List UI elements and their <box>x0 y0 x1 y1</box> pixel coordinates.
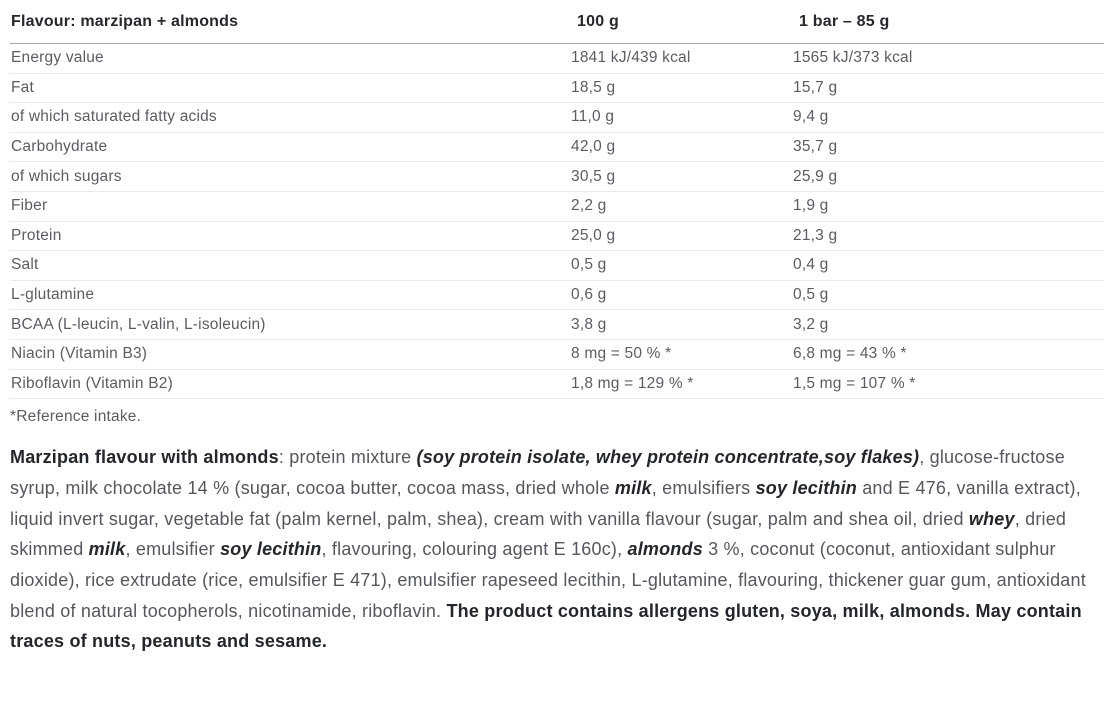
ingredients-emphasis: soy lecithin <box>755 477 857 498</box>
value-per-bar: 1,9 g <box>793 197 829 215</box>
ingredients-heading: Marzipan flavour with almonds <box>10 447 279 468</box>
value-per-100g: 42,0 g <box>571 138 616 156</box>
ingredients-text: : protein mixture <box>278 447 417 468</box>
table-row: of which saturated fatty acids 11,0 g 9,… <box>10 103 1104 133</box>
nutrient-label: Fiber <box>11 197 48 215</box>
value-per-100g: 18,5 g <box>571 78 616 96</box>
ingredients-text: , emulsifier <box>125 539 221 560</box>
table-row: Niacin (Vitamin B3) 8 mg = 50 % * 6,8 mg… <box>10 340 1104 370</box>
nutrient-label: Niacin (Vitamin B3) <box>11 345 148 363</box>
table-row: Protein 25,0 g 21,3 g <box>10 222 1104 252</box>
reference-intake-footnote: *Reference intake. <box>10 408 142 426</box>
value-per-bar: 35,7 g <box>793 138 838 156</box>
value-per-100g: 25,0 g <box>571 226 616 244</box>
table-row: Riboflavin (Vitamin B2) 1,8 mg = 129 % *… <box>10 370 1104 400</box>
table-row: Fiber 2,2 g 1,9 g <box>10 192 1104 222</box>
allergen-statement: The product contains allergens gluten, s… <box>10 600 1082 652</box>
value-per-100g: 2,2 g <box>571 197 607 215</box>
value-per-100g: 0,6 g <box>571 286 607 304</box>
table-header-row: Flavour: marzipan + almonds 100 g 1 bar … <box>10 0 1104 44</box>
value-per-bar: 0,4 g <box>793 256 829 274</box>
ingredients-text: and E 476, vanilla extract), liquid inve… <box>10 477 1081 529</box>
table-row: Carbohydrate 42,0 g 35,7 g <box>10 133 1104 163</box>
value-per-100g: 0,5 g <box>571 256 607 274</box>
nutrient-label: Riboflavin (Vitamin B2) <box>11 374 173 392</box>
ingredients-text: , dried skimmed <box>10 508 1067 560</box>
value-per-bar: 21,3 g <box>793 226 838 244</box>
value-per-100g: 3,8 g <box>571 315 607 333</box>
table-row: of which sugars 30,5 g 25,9 g <box>10 162 1104 192</box>
nutrition-table: Flavour: marzipan + almonds 100 g 1 bar … <box>10 0 1104 400</box>
ingredients-text: , glucose-fructose syrup, milk chocolate… <box>10 447 1065 498</box>
ingredients-emphasis: soy lecithin <box>220 539 322 560</box>
nutrient-label: Protein <box>11 226 62 244</box>
nutrient-label: of which saturated fatty acids <box>11 108 217 126</box>
table-row: Energy value 1841 kJ/439 kcal 1565 kJ/37… <box>10 44 1104 74</box>
nutrient-label: Carbohydrate <box>11 138 108 156</box>
nutrient-label: Energy value <box>11 49 104 67</box>
ingredients-emphasis: (soy protein isolate, whey protein conce… <box>416 447 920 468</box>
nutrient-label: BCAA (L-leucin, L-valin, L-isoleucin) <box>11 315 266 333</box>
nutrient-label: of which sugars <box>11 167 122 185</box>
value-per-bar: 6,8 mg = 43 % * <box>793 345 907 363</box>
value-per-100g: 1,8 mg = 129 % * <box>571 374 694 392</box>
value-per-bar: 9,4 g <box>793 108 829 126</box>
table-row: BCAA (L-leucin, L-valin, L-isoleucin) 3,… <box>10 310 1104 340</box>
ingredients-emphasis: milk <box>88 539 126 560</box>
ingredients-paragraph: Marzipan flavour with almonds: protein m… <box>10 442 1100 657</box>
table-row: Salt 0,5 g 0,4 g <box>10 251 1104 281</box>
value-per-bar: 25,9 g <box>793 167 838 185</box>
ingredients-text: , emulsifiers <box>651 477 756 498</box>
nutrition-page: Flavour: marzipan + almonds 100 g 1 bar … <box>10 0 1104 657</box>
column-header-100g: 100 g <box>577 12 619 30</box>
value-per-100g: 11,0 g <box>571 108 615 126</box>
value-per-bar: 1565 kJ/373 kcal <box>793 49 913 67</box>
value-per-bar: 1,5 mg = 107 % * <box>793 374 916 392</box>
table-row: Fat 18,5 g 15,7 g <box>10 74 1104 104</box>
nutrient-label: Fat <box>11 78 34 96</box>
column-header-bar: 1 bar – 85 g <box>799 12 890 30</box>
value-per-100g: 1841 kJ/439 kcal <box>571 49 691 67</box>
value-per-100g: 30,5 g <box>571 167 616 185</box>
table-row: L-glutamine 0,6 g 0,5 g <box>10 281 1104 311</box>
ingredients-emphasis: almonds <box>627 539 703 560</box>
ingredients-emphasis: whey <box>968 508 1015 529</box>
flavour-title: Flavour: marzipan + almonds <box>11 12 239 30</box>
value-per-bar: 15,7 g <box>793 78 838 96</box>
value-per-100g: 8 mg = 50 % * <box>571 345 672 363</box>
ingredients-emphasis: milk <box>614 477 652 498</box>
nutrient-label: Salt <box>11 256 39 274</box>
value-per-bar: 3,2 g <box>793 315 829 333</box>
ingredients-text: , flavouring, colouring agent E 160c), <box>321 539 628 560</box>
ingredients-text: 3 %, coconut (coconut, antioxidant sulph… <box>10 539 1086 621</box>
nutrient-label: L-glutamine <box>11 286 95 304</box>
value-per-bar: 0,5 g <box>793 286 829 304</box>
